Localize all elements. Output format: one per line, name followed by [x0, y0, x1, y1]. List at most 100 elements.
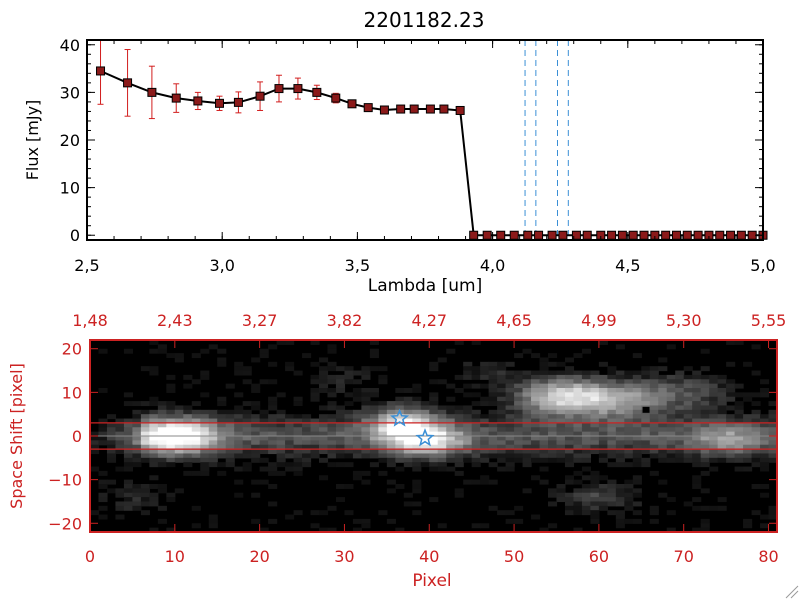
image-pixel — [539, 357, 549, 363]
image-pixel — [514, 353, 524, 359]
image-pixel — [90, 444, 100, 450]
image-pixel — [539, 457, 549, 463]
image-pixel — [497, 370, 507, 376]
image-pixel — [140, 501, 150, 507]
image-pixel — [454, 462, 464, 468]
image-pixel — [395, 405, 405, 411]
image-pixel — [514, 457, 524, 463]
image-pixel — [140, 427, 150, 433]
image-pixel — [463, 383, 473, 389]
image-pixel — [632, 409, 642, 415]
image-pixel — [420, 444, 430, 450]
image-pixel — [157, 505, 167, 511]
image-pixel — [200, 453, 210, 459]
image-pixel — [666, 510, 676, 516]
image-pixel — [564, 370, 575, 376]
image-pixel — [208, 418, 218, 424]
image-pixel — [497, 401, 507, 407]
image-pixel — [505, 466, 515, 472]
image-pixel — [395, 414, 405, 420]
image-pixel — [208, 523, 218, 529]
image-pixel — [751, 436, 761, 441]
image-pixel — [700, 374, 710, 380]
image-pixel — [319, 527, 329, 533]
image-pixel — [539, 401, 549, 407]
image-pixel — [522, 453, 532, 459]
image-pixel — [268, 418, 278, 424]
image-pixel — [285, 444, 295, 450]
image-pixel — [743, 466, 753, 472]
image-pixel — [598, 409, 608, 415]
image-pixel — [624, 518, 634, 524]
image-pixel — [632, 422, 642, 428]
image-pixel — [590, 492, 600, 498]
image-pixel — [420, 422, 430, 428]
image-pixel — [268, 344, 278, 350]
image-pixel — [335, 427, 346, 433]
image-pixel — [624, 492, 634, 498]
image-pixel — [632, 510, 642, 516]
image-pixel — [157, 418, 167, 424]
image-pixel — [658, 440, 668, 446]
image-pixel — [327, 527, 337, 533]
image-x-tick-label: 30 — [334, 547, 354, 566]
image-pixel — [302, 436, 312, 441]
image-pixel — [361, 392, 371, 398]
image-pixel — [352, 453, 363, 459]
image-pixel — [463, 436, 473, 441]
image-pixel — [564, 453, 575, 459]
image-pixel — [539, 361, 549, 367]
image-pixel — [251, 492, 261, 498]
image-pixel — [251, 418, 261, 424]
image-y-tick-label: −20 — [48, 514, 82, 533]
image-pixel — [446, 436, 456, 441]
image-pixel — [268, 501, 278, 507]
image-pixel — [632, 501, 642, 507]
image-pixel — [539, 449, 549, 455]
image-pixel — [666, 457, 676, 463]
image-pixel — [352, 436, 363, 441]
image-pixel — [480, 436, 490, 441]
image-x-tick-label: 80 — [758, 547, 778, 566]
image-pixel — [454, 436, 464, 441]
image-pixel — [692, 462, 702, 468]
image-pixel — [369, 444, 379, 450]
image-pixel — [344, 374, 354, 380]
image-pixel — [217, 431, 227, 437]
image-pixel — [420, 418, 430, 424]
image-pixel — [412, 457, 422, 463]
image-pixel — [573, 401, 583, 407]
image-pixel — [234, 422, 244, 428]
image-pixel — [615, 405, 625, 411]
image-pixel — [658, 401, 668, 407]
image-pixel — [149, 431, 159, 437]
image-pixel — [429, 366, 439, 372]
image-pixel — [497, 422, 507, 428]
image-pixel — [386, 462, 396, 468]
image-pixel — [564, 422, 575, 428]
image-x-tick-label: 20 — [249, 547, 269, 566]
image-pixel — [412, 401, 422, 407]
image-pixel — [505, 361, 515, 367]
image-pixel — [624, 462, 634, 468]
image-pixel — [319, 444, 329, 450]
image-pixel — [531, 422, 541, 428]
image-pixel — [386, 427, 396, 433]
image-pixel — [615, 414, 625, 420]
image-pixel — [412, 488, 422, 494]
image-pixel — [649, 449, 659, 455]
image-pixel — [531, 370, 541, 376]
image-pixel — [615, 457, 625, 463]
image-pixel — [268, 440, 278, 446]
image-pixel — [302, 418, 312, 424]
image-pixel — [217, 453, 227, 459]
image-pixel — [149, 484, 159, 489]
image-pixel — [208, 440, 218, 446]
image-pixel — [446, 453, 456, 459]
image-pixel — [327, 361, 337, 367]
image-pixel — [531, 414, 541, 420]
image-pixel — [200, 422, 210, 428]
resize-grip-icon[interactable] — [785, 585, 799, 599]
image-pixel — [123, 492, 134, 498]
